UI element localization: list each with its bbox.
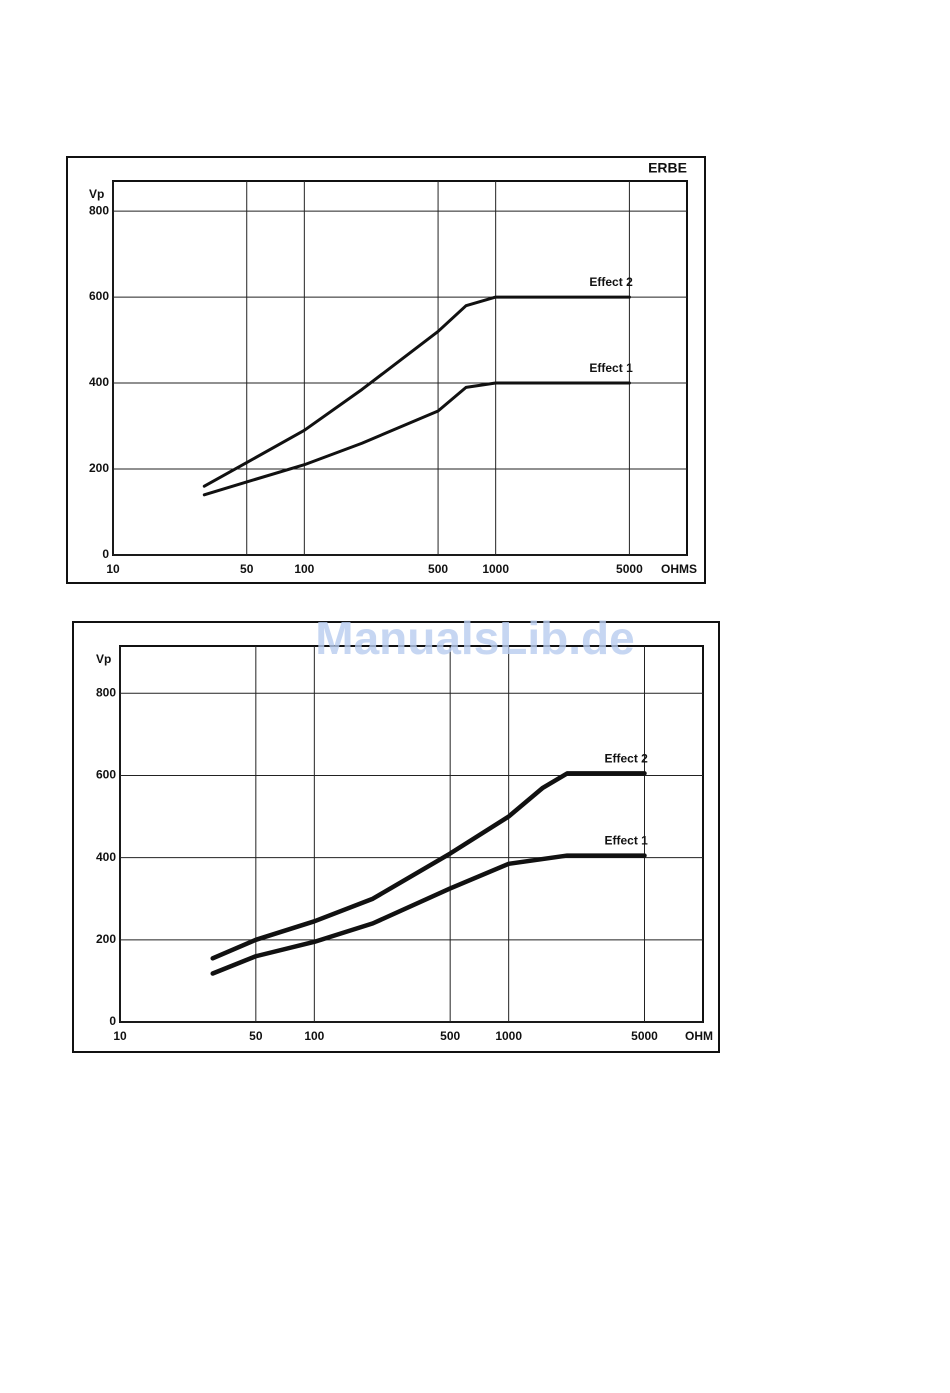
x-axis-label: OHM	[685, 1029, 713, 1043]
series-line	[202, 295, 631, 488]
x-axis-label: OHMS	[661, 562, 697, 576]
y-tick-label: 800	[89, 203, 109, 217]
y-tick-label: 200	[96, 932, 116, 946]
frame	[72, 621, 720, 1053]
series-line	[210, 853, 647, 976]
x-tick-label: 10	[113, 1029, 127, 1043]
x-tick-label: 1000	[482, 562, 509, 576]
y-tick-label: 800	[96, 685, 116, 699]
y-axis-label: Vp	[96, 652, 111, 666]
y-tick-label: 600	[89, 289, 109, 303]
x-tick-label: 1000	[495, 1029, 522, 1043]
x-tick-label: 50	[249, 1029, 263, 1043]
chart-title: ERBE	[648, 160, 687, 176]
series-label: Effect 1	[589, 361, 633, 375]
y-tick-label: 600	[96, 768, 116, 782]
x-tick-label: 500	[440, 1029, 460, 1043]
watermark: ManualsLib.de	[315, 612, 634, 664]
y-tick-label: 0	[109, 1014, 116, 1028]
y-axis-label: Vp	[89, 187, 104, 201]
x-tick-label: 100	[294, 562, 314, 576]
series-label: Effect 2	[589, 275, 633, 289]
x-tick-label: 5000	[616, 562, 643, 576]
x-tick-label: 500	[428, 562, 448, 576]
x-tick-label: 10	[106, 562, 120, 576]
x-tick-label: 50	[240, 562, 254, 576]
y-tick-label: 200	[89, 461, 109, 475]
y-tick-label: 400	[89, 375, 109, 389]
series-line	[202, 381, 631, 497]
frame	[66, 156, 706, 584]
y-tick-label: 0	[102, 547, 109, 561]
x-tick-label: 100	[304, 1029, 324, 1043]
series-label: Effect 2	[604, 752, 648, 766]
series-line	[210, 771, 647, 961]
y-tick-label: 400	[96, 850, 116, 864]
series-label: Effect 1	[604, 834, 648, 848]
x-tick-label: 5000	[631, 1029, 658, 1043]
